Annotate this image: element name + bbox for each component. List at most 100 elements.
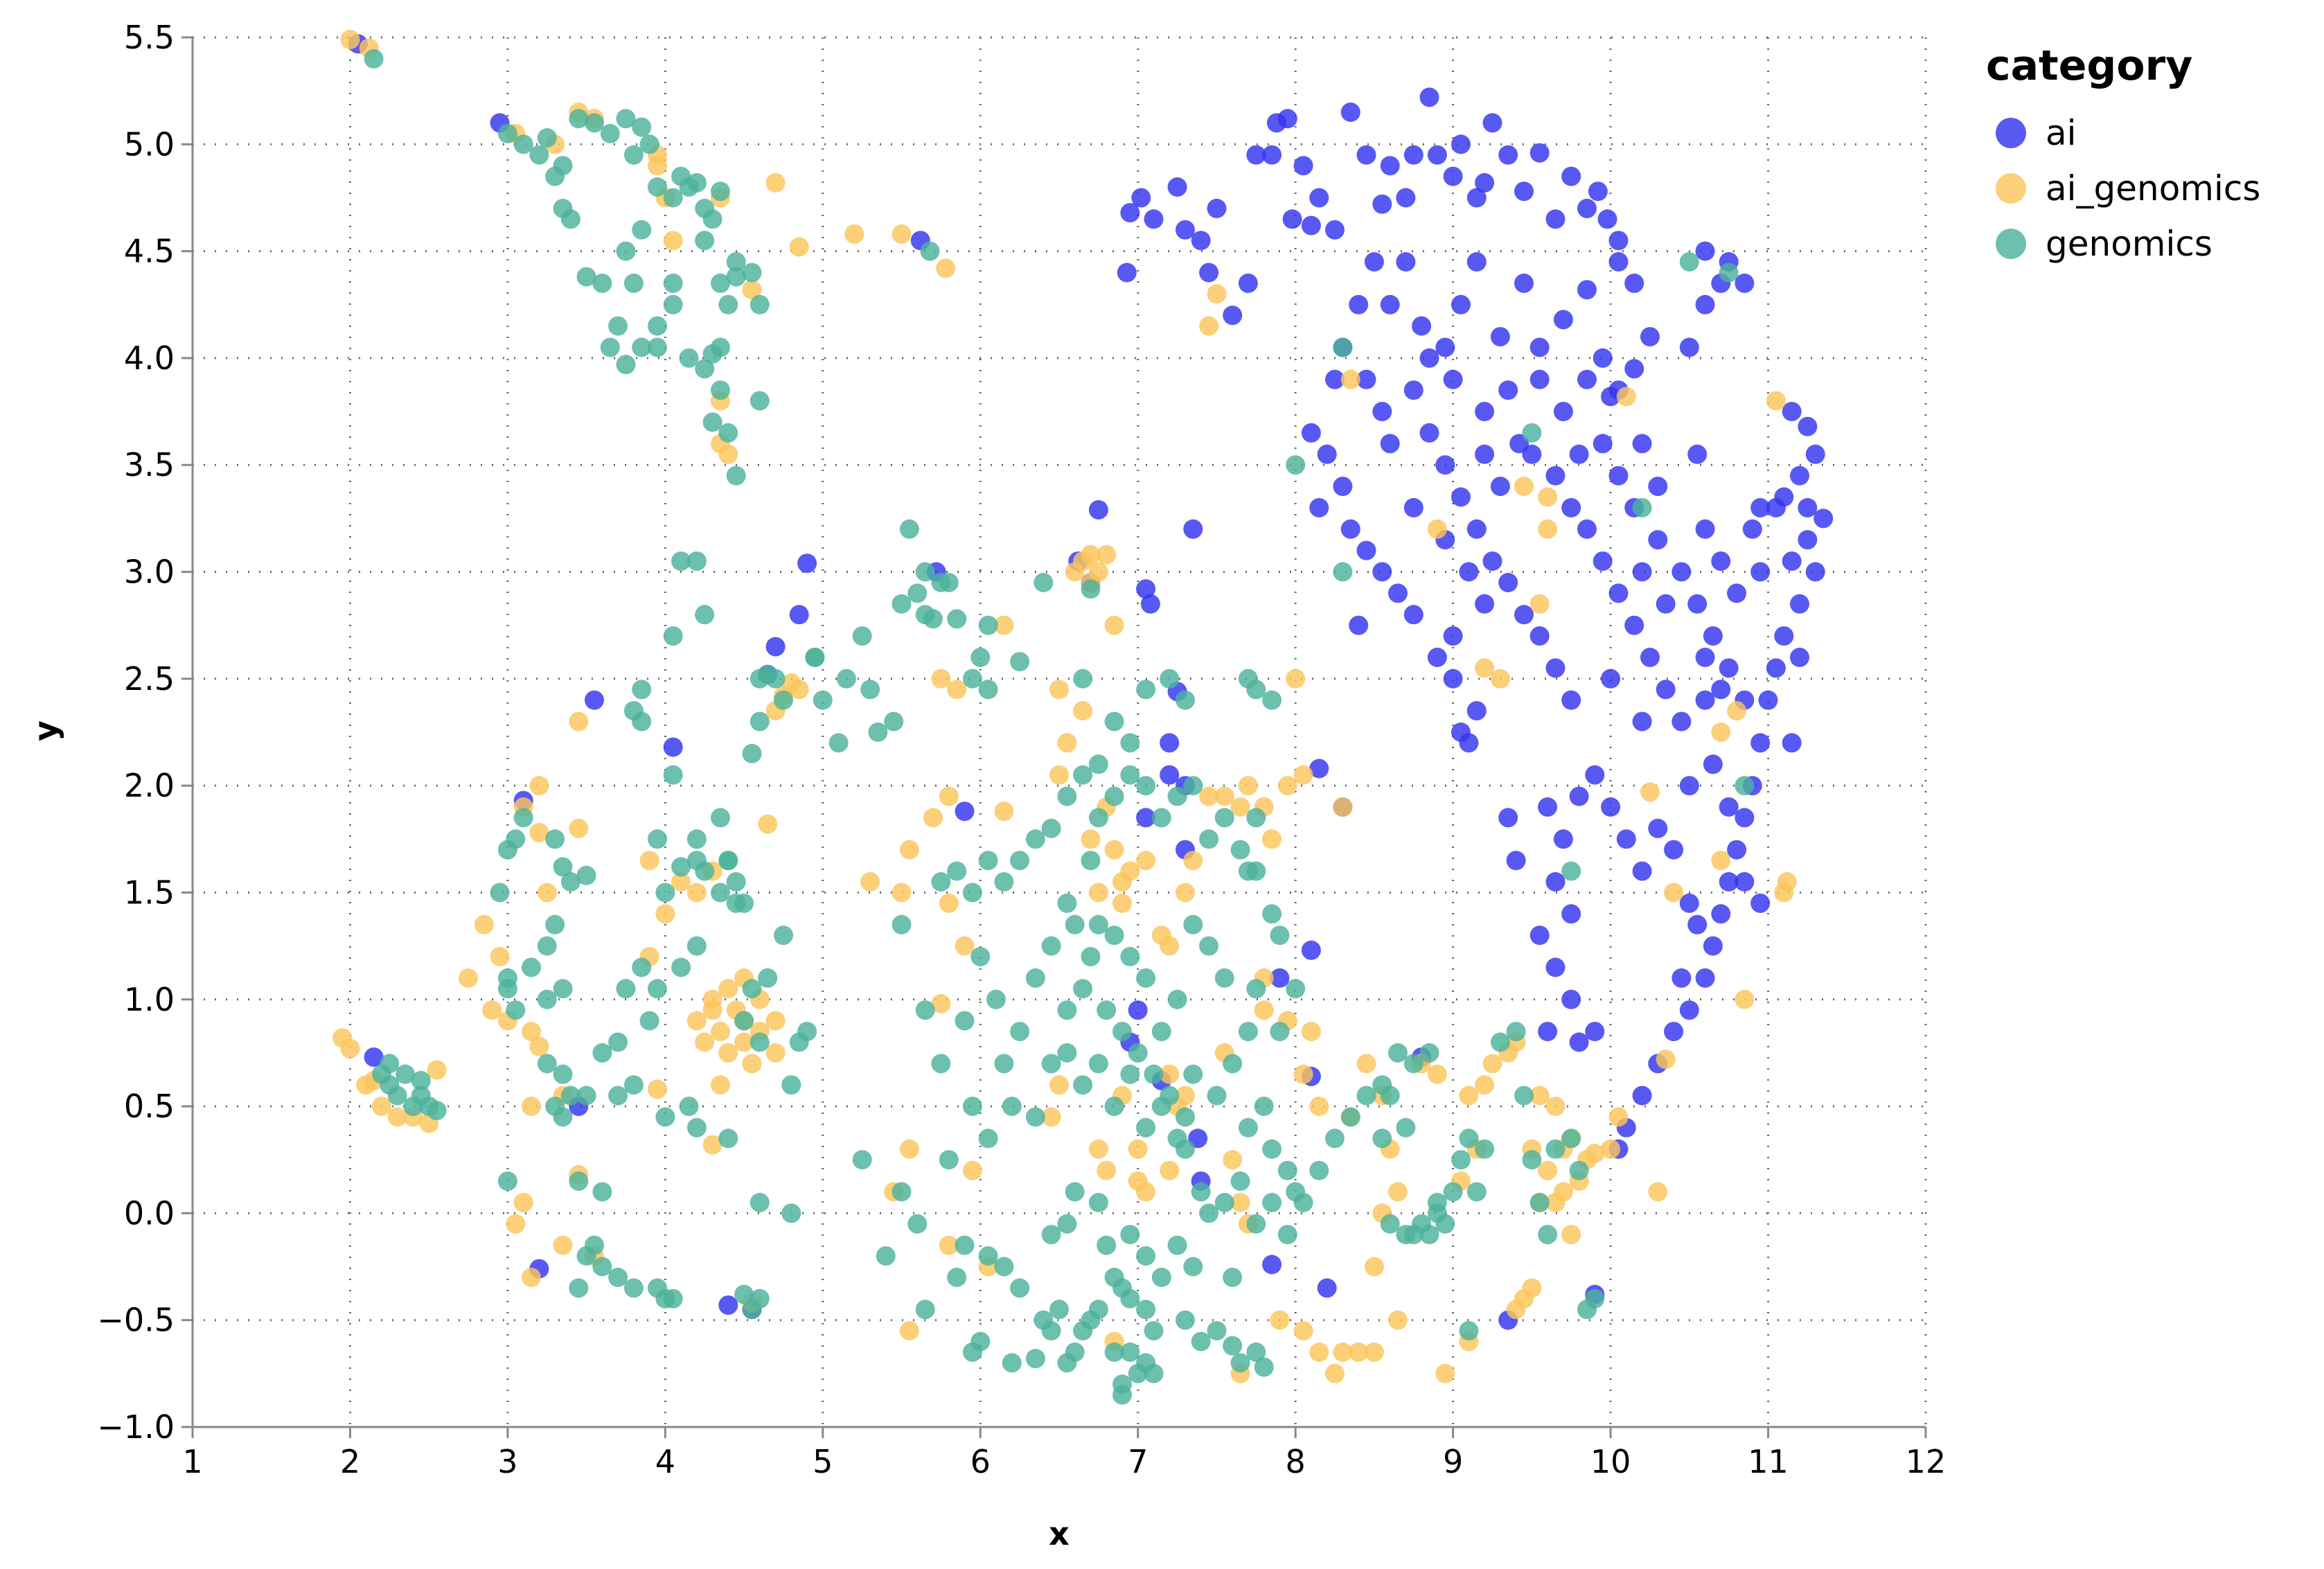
data-point [1223, 1336, 1243, 1356]
data-point [1396, 188, 1416, 208]
data-point [340, 30, 360, 50]
data-point [576, 1085, 596, 1106]
y-tick-label: 4.5 [124, 233, 175, 270]
data-point [1167, 786, 1187, 806]
data-point [1270, 1022, 1290, 1042]
data-point [1277, 109, 1297, 129]
data-point [1293, 765, 1313, 785]
data-point [1088, 1300, 1108, 1320]
data-point [1782, 733, 1802, 753]
data-point [899, 1139, 919, 1159]
data-point [1286, 455, 1306, 475]
data-point [1443, 1182, 1463, 1202]
data-point [1664, 840, 1684, 860]
data-point [742, 979, 762, 999]
data-point [1569, 444, 1589, 464]
gridlines [193, 36, 1927, 1427]
data-point [1104, 615, 1124, 635]
data-point [1727, 840, 1747, 860]
data-point [1632, 434, 1652, 454]
data-point [1703, 936, 1723, 956]
data-point [1766, 658, 1786, 678]
data-point [655, 904, 675, 924]
data-point [789, 680, 809, 700]
data-point [1529, 369, 1550, 389]
data-point [513, 1193, 533, 1212]
data-point [1545, 1139, 1565, 1159]
data-point [1735, 808, 1755, 828]
data-point [1254, 1357, 1274, 1377]
data-point [947, 680, 967, 700]
data-point [892, 224, 912, 244]
data-point [718, 1295, 738, 1315]
data-point [1167, 1235, 1187, 1255]
data-point [931, 668, 951, 689]
data-point [671, 857, 691, 877]
data-point [1475, 1075, 1495, 1095]
data-point [1719, 658, 1739, 678]
data-point [1475, 1139, 1495, 1159]
data-point [1349, 615, 1369, 635]
data-point [1459, 1128, 1479, 1149]
data-point [1671, 968, 1692, 988]
data-point [1104, 1342, 1124, 1362]
data-point [560, 209, 580, 229]
data-point [868, 723, 888, 742]
data-point [1199, 829, 1219, 849]
data-point [1529, 594, 1550, 614]
data-point [1790, 648, 1809, 667]
data-point [1136, 1300, 1156, 1320]
data-point [1735, 776, 1755, 796]
legend-title: category [1986, 42, 2192, 90]
data-point [1010, 1278, 1030, 1298]
data-point [955, 1011, 975, 1031]
data-point [1790, 466, 1809, 486]
data-point [1104, 711, 1124, 732]
data-point [749, 711, 770, 732]
data-point [765, 1011, 786, 1031]
data-point [1490, 327, 1510, 347]
data-point [679, 1097, 699, 1117]
data-point [711, 273, 730, 293]
data-point [1545, 872, 1565, 892]
data-point [1514, 273, 1534, 293]
data-point [1097, 544, 1117, 565]
data-point [1750, 498, 1771, 517]
data-point [1412, 316, 1432, 336]
data-point [506, 1214, 526, 1234]
data-point [1128, 1043, 1148, 1063]
data-point [1529, 1085, 1550, 1106]
data-point [1687, 914, 1707, 934]
data-point [1088, 1193, 1108, 1212]
data-point [1727, 583, 1747, 603]
data-point [1632, 498, 1652, 517]
data-point [1049, 1075, 1069, 1095]
data-point [1805, 562, 1825, 582]
data-point [1482, 551, 1502, 571]
data-point [1553, 310, 1573, 330]
data-point [600, 337, 620, 357]
data-point [1262, 904, 1282, 924]
data-point [1545, 1097, 1565, 1117]
data-point [411, 1071, 431, 1090]
data-point [1577, 369, 1597, 389]
data-point [663, 231, 683, 251]
data-point [632, 711, 652, 732]
data-point [600, 123, 620, 143]
data-point [569, 1278, 589, 1298]
data-point [387, 1107, 407, 1127]
data-point [978, 1128, 998, 1149]
data-point [1223, 1054, 1243, 1074]
data-point [1475, 594, 1495, 614]
data-point [1002, 1353, 1022, 1373]
data-point [1695, 241, 1715, 261]
data-point [576, 1246, 596, 1266]
data-point [1380, 1085, 1400, 1106]
data-point [1199, 1203, 1219, 1223]
data-point [1364, 1257, 1384, 1277]
data-point [978, 615, 998, 635]
data-point [1356, 540, 1376, 560]
data-point [1309, 498, 1329, 517]
data-point [1553, 402, 1573, 422]
